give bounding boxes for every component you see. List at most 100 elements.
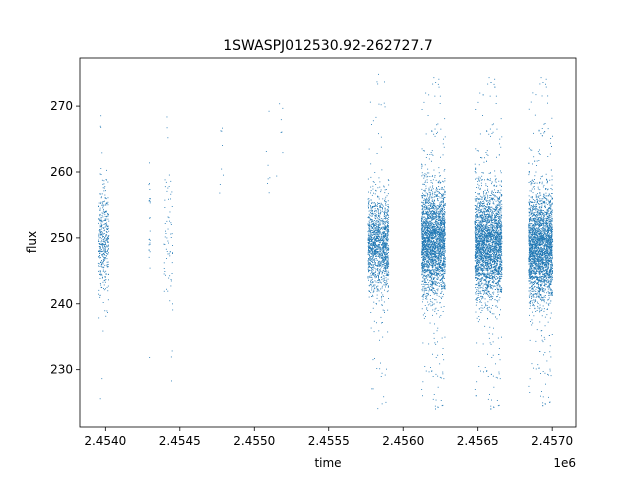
data-point (431, 227, 433, 229)
data-point (432, 257, 434, 259)
data-point (378, 261, 380, 262)
data-point (169, 251, 171, 253)
data-point (430, 193, 432, 195)
data-point (381, 232, 383, 234)
data-point (434, 242, 436, 243)
data-point (439, 237, 441, 238)
data-point (98, 222, 99, 224)
data-point (370, 258, 372, 260)
data-point (98, 243, 100, 244)
data-point (443, 230, 445, 232)
data-point (378, 221, 379, 222)
data-point (106, 210, 107, 212)
data-point (422, 231, 424, 232)
data-point (103, 241, 105, 243)
data-point (383, 221, 385, 223)
data-point (381, 219, 383, 221)
data-point (379, 224, 381, 226)
data-point (423, 279, 425, 281)
data-point (427, 234, 428, 236)
data-point (488, 210, 489, 211)
data-point (428, 205, 430, 207)
data-point (428, 270, 430, 272)
data-point (374, 204, 376, 206)
data-point (437, 250, 439, 252)
data-point (379, 265, 381, 267)
data-point (428, 227, 429, 228)
data-point (383, 220, 385, 222)
data-point (438, 249, 440, 251)
data-point (375, 189, 376, 191)
data-point (429, 252, 431, 254)
data-point (425, 199, 427, 201)
data-point (430, 261, 432, 263)
data-point (422, 226, 424, 227)
data-point (428, 237, 429, 239)
data-point (434, 274, 436, 276)
data-point (444, 227, 446, 229)
data-point (423, 269, 425, 271)
data-point (387, 239, 389, 241)
data-point (427, 246, 429, 248)
data-point (384, 249, 386, 251)
data-point (104, 264, 106, 266)
data-point (375, 232, 377, 234)
data-point (380, 362, 381, 364)
data-point (383, 241, 384, 243)
data-point (380, 271, 382, 273)
data-point (427, 248, 429, 250)
data-point (434, 342, 436, 344)
data-point (386, 253, 388, 255)
data-point (427, 267, 429, 269)
data-point (441, 227, 443, 228)
data-point (427, 214, 429, 216)
data-point (425, 263, 426, 265)
data-point (375, 218, 377, 220)
data-point (423, 245, 425, 247)
data-point (385, 252, 386, 254)
data-point (426, 205, 428, 207)
data-point (441, 240, 442, 241)
data-point (442, 281, 444, 282)
data-point (443, 170, 445, 172)
data-point (373, 230, 375, 232)
data-point (429, 261, 431, 263)
data-point (387, 239, 388, 241)
data-point (442, 253, 444, 254)
data-point (441, 290, 443, 292)
data-point (370, 239, 371, 240)
data-point (421, 196, 423, 198)
data-point (376, 368, 378, 369)
data-point (429, 272, 431, 273)
data-point (381, 276, 383, 278)
data-point (104, 241, 106, 243)
data-point (370, 235, 372, 236)
data-point (431, 214, 433, 216)
data-point (430, 247, 432, 249)
data-point (441, 264, 443, 266)
data-point (373, 259, 375, 261)
data-point (444, 239, 446, 241)
data-point (426, 237, 428, 239)
data-point (421, 188, 423, 190)
data-point (437, 218, 439, 220)
data-point (385, 235, 386, 237)
data-point (388, 262, 389, 264)
data-point (370, 192, 371, 194)
data-point (431, 247, 433, 249)
data-point (444, 203, 446, 205)
data-point (436, 274, 437, 276)
data-point (436, 273, 437, 275)
data-point (432, 185, 434, 187)
data-point (434, 175, 436, 176)
data-point (422, 267, 424, 269)
data-point (436, 274, 438, 275)
data-point (437, 253, 438, 255)
data-point (442, 245, 444, 247)
data-point (427, 279, 428, 281)
data-point (436, 275, 438, 276)
data-point (371, 238, 373, 240)
data-point (428, 238, 429, 240)
data-point (99, 173, 101, 175)
data-point (384, 208, 386, 210)
